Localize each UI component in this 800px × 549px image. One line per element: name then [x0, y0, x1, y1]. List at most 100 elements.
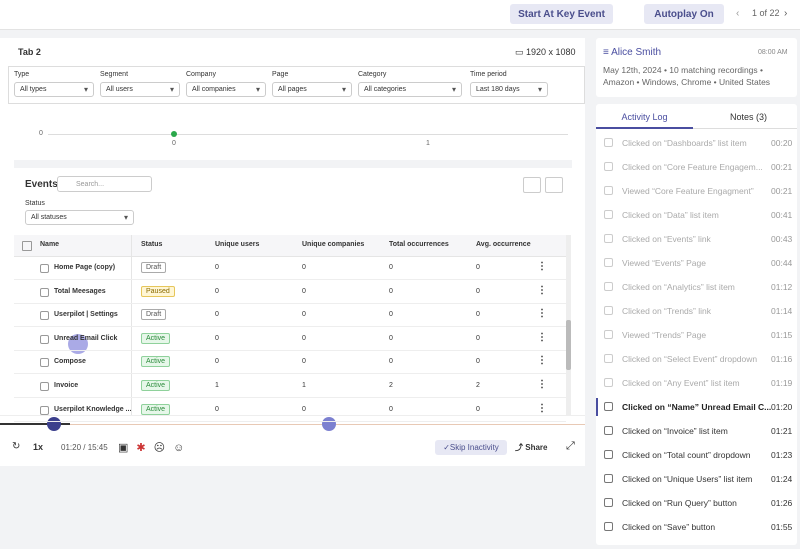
point: [171, 131, 177, 137]
speed[interactable]: 1x: [33, 442, 44, 452]
scrollbar: [566, 235, 571, 415]
activity-icon: [604, 258, 613, 267]
row-menu[interactable]: ⋮: [537, 331, 547, 343]
status-select[interactable]: All statuses: [25, 210, 134, 225]
status-badge: Active: [141, 380, 171, 391]
row-menu[interactable]: ⋮: [537, 284, 547, 296]
activity-icon: [604, 474, 613, 483]
filter-select[interactable]: All users: [100, 82, 180, 97]
cell: 0: [302, 405, 306, 413]
cell: 0: [302, 264, 306, 271]
activity-time: 01:20: [771, 402, 793, 412]
row-menu[interactable]: ⋮: [537, 355, 547, 367]
activity-time: 00:21: [771, 162, 793, 172]
cell: 0: [302, 311, 306, 319]
user-name-text: Alice Smith: [611, 47, 662, 58]
autoplay-button[interactable]: Autoplay On: [644, 4, 724, 24]
activity-icon: [604, 522, 613, 531]
activity-icon: [604, 162, 613, 171]
column-header: Unique users: [215, 241, 260, 248]
row-icon: [40, 311, 49, 321]
activity-text: Clicked on “Name” Unread Email C...: [622, 402, 772, 412]
row-icon: [40, 405, 49, 415]
x-label: 1: [426, 140, 430, 147]
activity-text: Clicked on “Analytics” list item: [622, 282, 735, 292]
user-details: May 12th, 2024 • 10 matching recordings …: [603, 65, 771, 87]
activity-time: 01:12: [771, 282, 793, 292]
cell: 0: [476, 358, 480, 366]
activity-icon: [604, 282, 613, 291]
cell: 0: [215, 264, 219, 271]
filter-select[interactable]: All pages: [272, 82, 352, 97]
tab-notes[interactable]: Notes (3): [729, 112, 767, 122]
row-menu[interactable]: ⋮: [537, 402, 547, 414]
cell: 0: [302, 358, 306, 366]
row-icon: [40, 358, 49, 368]
axis: [48, 134, 568, 135]
download[interactable]: [523, 177, 541, 193]
activity-icon: [604, 450, 613, 459]
filter-label: Type: [14, 71, 30, 78]
cell: 0: [476, 264, 480, 271]
filter-select[interactable]: All types: [14, 82, 94, 97]
search[interactable]: Search...: [57, 176, 152, 192]
status-badge: Draft: [141, 262, 167, 273]
key-event-button[interactable]: Start At Key Event: [510, 4, 613, 24]
user-time: 08:00 AM: [758, 49, 788, 56]
activity-time: 00:43: [771, 234, 793, 244]
prev[interactable]: ‹: [736, 8, 740, 19]
cell: 0: [215, 358, 219, 366]
column-header: Unique companies: [302, 241, 365, 248]
share[interactable]: ⤴ Share: [515, 443, 548, 452]
activity-text: Clicked on “Trends” link: [622, 306, 711, 316]
activity-icon: [604, 402, 613, 411]
activity-time: 01:26: [771, 498, 793, 508]
status-badge: Active: [141, 356, 171, 368]
tab-border: [596, 128, 797, 129]
cell: 1: [215, 382, 219, 389]
row-menu[interactable]: ⋮: [537, 261, 547, 272]
row-menu[interactable]: ⋮: [537, 308, 547, 320]
filter-label: Page: [272, 71, 289, 78]
filter-select[interactable]: All categories: [358, 82, 462, 97]
marker: [47, 417, 61, 431]
activity-icon: [604, 354, 613, 363]
filter-select[interactable]: Last 180 days: [470, 82, 548, 97]
tab-activity[interactable]: Activity Log: [621, 112, 668, 122]
column-header: Avg. occurrence: [476, 241, 531, 248]
user-name: ≡ Alice Smith: [603, 47, 662, 58]
mini-chart: 0 0 1: [14, 108, 572, 160]
filter-label: Company: [186, 71, 216, 78]
marker: [322, 417, 336, 431]
status-badge: Active: [141, 403, 171, 415]
event-name: Total Meesages: [54, 287, 106, 295]
row-menu[interactable]: ⋮: [537, 379, 547, 390]
cell: 0: [215, 311, 219, 319]
activity-icon: [604, 210, 613, 219]
status-badge: Paused: [141, 285, 175, 297]
replay[interactable]: ↻: [12, 441, 21, 452]
activity-text: Clicked on “Unique Users” list item: [622, 474, 753, 484]
cell: 0: [215, 334, 219, 342]
cell: 0: [389, 334, 393, 342]
cell: 0: [389, 264, 393, 271]
activity-text: Viewed “Trends” Page: [622, 330, 707, 340]
activity-text: Clicked on “Total count” dropdown: [622, 450, 751, 460]
activity-time: 01:21: [771, 426, 793, 436]
activity-text: Clicked on “Data” list item: [622, 210, 719, 220]
cell: 0: [389, 287, 393, 295]
event-name: Userpilot | Settings: [54, 311, 118, 319]
filter-select[interactable]: All companies: [186, 82, 266, 97]
filter-icons[interactable]: ▣✱☹☺: [118, 442, 193, 454]
cell: 0: [389, 405, 393, 413]
skip-button[interactable]: ✓ Skip Inactivity: [435, 440, 507, 455]
activity-text: Clicked on “Any Event” list item: [622, 378, 740, 388]
filter-label: Time period: [470, 71, 507, 78]
activity-text: Clicked on “Select Event” dropdown: [622, 354, 758, 364]
event-name: Invoice: [54, 382, 79, 389]
next[interactable]: ›: [784, 8, 788, 19]
expand[interactable]: ⤢: [566, 440, 575, 452]
columns[interactable]: [545, 177, 563, 193]
activity-icon: [604, 234, 613, 243]
cell: 0: [215, 405, 219, 413]
